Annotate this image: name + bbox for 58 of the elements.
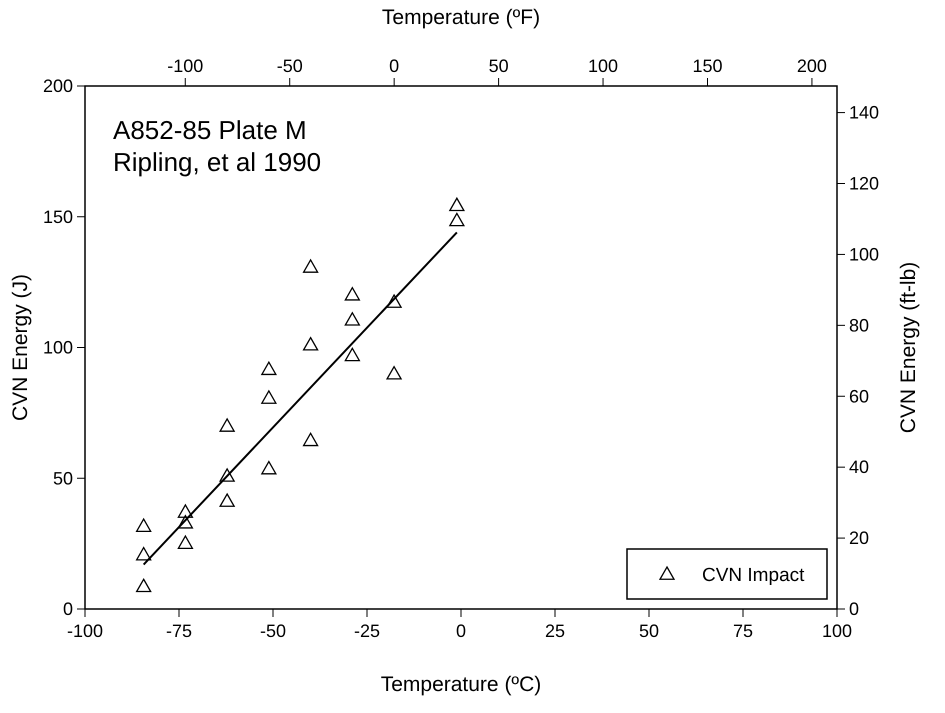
point [302, 259, 318, 273]
annotation: A852-85 Plate M [113, 115, 307, 145]
y2-tick-label: 140 [849, 102, 880, 123]
x-tick-label: -50 [260, 621, 286, 641]
x-tick-label: -25 [354, 621, 380, 641]
point [344, 312, 360, 326]
annotation: Ripling, et al 1990 [113, 147, 322, 177]
y2-tick-label: 100 [849, 244, 880, 264]
point [344, 348, 360, 362]
point [302, 432, 318, 446]
x2-tick-label: 100 [588, 56, 618, 76]
y-tick-label: 0 [62, 599, 73, 619]
x-tick-label: -100 [66, 621, 104, 641]
x2-tick-label: 150 [692, 56, 723, 76]
x2-tick-label: 50 [488, 56, 509, 76]
y-tick-label: 100 [42, 338, 73, 358]
y-tick-label: 200 [42, 76, 73, 96]
x-tick-label: 25 [544, 621, 566, 641]
y2-tick-label: 40 [849, 457, 870, 478]
y-tick-label: 50 [52, 468, 73, 488]
point [219, 468, 235, 482]
x2-tick-label: -100 [167, 56, 204, 76]
x2-axis-title: Temperature (ºF) [382, 6, 540, 29]
point [178, 515, 194, 529]
x-tick-label: 50 [638, 621, 660, 641]
x-tick-label: -75 [166, 621, 192, 641]
y2-tick-label: 20 [849, 528, 870, 548]
y2-tick-label: 120 [849, 174, 880, 194]
y2-tick-label: 60 [849, 386, 870, 406]
y-tick-label: 150 [42, 206, 73, 227]
point [136, 546, 152, 561]
point [344, 287, 360, 301]
point [261, 362, 277, 376]
x2-tick-label: -50 [276, 56, 303, 76]
point [136, 578, 152, 592]
y2-tick-label: 0 [849, 599, 860, 619]
point [261, 460, 277, 474]
x-tick-label: 0 [456, 621, 466, 641]
point [219, 418, 235, 432]
legend-label: CVN Impact [702, 565, 806, 586]
point [178, 535, 194, 549]
y-axis-title: CVN Energy (J) [9, 274, 32, 422]
point [386, 294, 402, 308]
y2-axis-title: CVN Energy (ft-lb) [897, 262, 920, 434]
point [449, 198, 465, 212]
point [302, 336, 318, 351]
y2-tick-label: 80 [849, 315, 870, 336]
point [219, 493, 235, 507]
x-tick-label: 100 [822, 621, 852, 641]
point [136, 518, 152, 532]
point [449, 212, 465, 226]
point [386, 366, 402, 380]
x2-tick-label: 200 [796, 56, 827, 76]
point [261, 390, 277, 404]
x2-tick-label: 0 [389, 56, 400, 76]
point [178, 504, 194, 518]
x-axis-title: Temperature (ºC) [380, 673, 542, 696]
x-tick-label: 75 [732, 621, 754, 641]
